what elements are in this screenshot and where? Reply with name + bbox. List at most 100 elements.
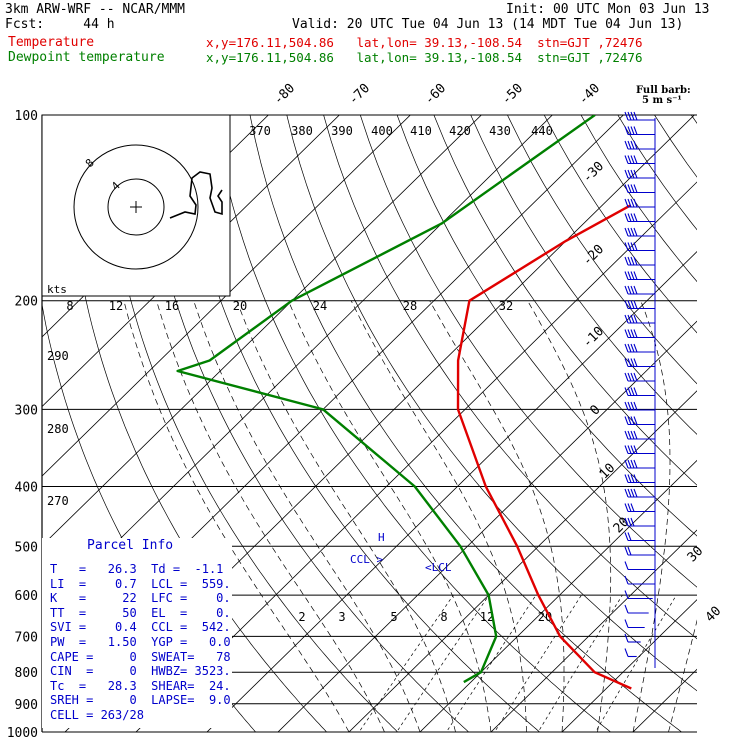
wind-barb-flag (627, 358, 632, 367)
wind-barb-flag (633, 242, 638, 251)
lcl-marker: <LCL (425, 561, 452, 574)
isotherm-label: 30 (685, 544, 707, 566)
parcel-info-row: Tc = 28.3 SHEAR= 24. (50, 678, 231, 693)
temperature-legend: Temperature (8, 35, 95, 50)
isotherm-label: -20 (580, 242, 607, 269)
wind-barb-flag (624, 401, 629, 411)
parcel-info-row: K = 22 LFC = 0. (50, 591, 231, 606)
wind-barb-flag (633, 155, 638, 164)
hodograph-ring (107, 178, 165, 236)
isotherm-label: 40 (703, 604, 725, 626)
wind-barb-flag (630, 343, 635, 353)
dewpoint-profile (176, 115, 596, 684)
mixing-ratio-label: 3 (338, 610, 345, 624)
isotherm-line (42, 115, 340, 408)
wind-barb-flag (633, 459, 638, 469)
isotherm-line (277, 320, 697, 732)
wind-barb-flag (630, 488, 635, 498)
wind-barb-flag (627, 169, 632, 179)
wind-barb-flag (624, 285, 629, 295)
isotherm-line (348, 390, 697, 732)
mixing-ratio-label: 5 (390, 610, 397, 624)
wind-barb-flag (633, 126, 638, 135)
dewpoint-location: x,y=176.11,504.86 lat,lon= 39.13,-108.54… (206, 50, 643, 65)
wind-barb-flag (633, 430, 638, 440)
wind-barb-flag (630, 300, 635, 309)
pressure-label: 100 (15, 109, 38, 124)
wind-barb-flag (633, 111, 638, 121)
theta-label: 440 (531, 124, 553, 138)
wind-barb-flag (630, 213, 635, 222)
parcel-info-panel: Parcel Info T = 26.3 Td = -1.1 LI = 0.7 L… (42, 538, 232, 728)
mixing-ratio-line (358, 594, 454, 732)
mixing-ratio-line (537, 594, 623, 732)
wind-barb-flag (627, 343, 632, 353)
wind-barb-flag (627, 227, 632, 237)
markers: CCL > <LCL H (350, 531, 452, 574)
hodograph-speed-label: 28 (403, 299, 417, 313)
parcel-info-row: SVI = 0.4 CCL = 542. (50, 620, 231, 635)
pressure-label: 800 (15, 666, 38, 681)
temperature-location: x,y=176.11,504.86 lat,lon= 39.13,-108.54… (206, 35, 643, 50)
parcel-info-row: T = 26.3 Td = -1.1 (50, 562, 224, 576)
wind-barb-flag (630, 126, 635, 135)
wind-barb-flag (624, 648, 629, 657)
wind-barb-flag (627, 111, 632, 121)
isotherm-line (691, 87, 740, 740)
wind-barb-flag (624, 256, 629, 266)
wind-barb-flag (624, 619, 629, 628)
dry-adiabat (470, 115, 697, 435)
pressure-label: 400 (15, 480, 38, 495)
mixing-ratio-label: 8 (440, 610, 447, 624)
hodograph-speed-label: 20 (233, 299, 247, 313)
wind-barb-flag (627, 271, 632, 280)
wind-barb-flag (627, 546, 632, 556)
pressure-label: 700 (15, 630, 38, 645)
wind-barb-flag (630, 198, 635, 208)
theta-label: 420 (449, 124, 471, 138)
wind-barb-flag (630, 445, 635, 454)
wind-barb-flag (630, 285, 635, 295)
wind-barb-flag (630, 184, 635, 193)
wind-barb-flag (630, 329, 635, 338)
wind-barb-flag (627, 285, 632, 295)
isotherm-label: -50 (499, 81, 526, 108)
wind-barb-flag (633, 358, 638, 367)
wind-barb-flag (633, 184, 638, 193)
parcel-info-title: Parcel Info (87, 538, 174, 553)
isotherm-label: -30 (580, 159, 607, 186)
wind-barb-flag (630, 401, 635, 411)
pressure-label: 600 (15, 589, 38, 604)
isotherm-line (42, 115, 553, 616)
hodograph-speed-label: 24 (313, 299, 327, 313)
isotherm-label: 0 (587, 402, 603, 418)
left-theta-label: 270 (47, 494, 69, 508)
wind-barb-flag (624, 169, 629, 179)
theta-label: 400 (371, 124, 393, 138)
dry-adiabat (139, 115, 470, 732)
wind-barb-flag (630, 503, 635, 512)
dry-adiabat (176, 115, 541, 732)
wind-barb-flag (624, 474, 629, 483)
wind-barb-flag (630, 387, 635, 396)
theta-label: 410 (410, 124, 432, 138)
valid-time: Valid: 20 UTC Tue 04 Jun 13 (14 MDT Tue … (292, 17, 684, 32)
parcel-info-row: CAPE = 0 SWEAT= 78 (50, 649, 231, 664)
temperature-profile (456, 204, 632, 690)
wind-barb-flag (627, 155, 632, 164)
wind-barb-flag (630, 416, 635, 425)
wind-barb-flag (627, 503, 632, 512)
wind-barb-flag (633, 372, 638, 382)
wind-barb-flag (630, 474, 635, 483)
wind-barb-flag (624, 575, 629, 585)
moist-adiabat (236, 300, 456, 732)
isotherm-line (490, 529, 697, 732)
theta-label: 380 (291, 124, 313, 138)
wind-barb-flag (633, 140, 638, 150)
wind-barb-flag (633, 198, 638, 208)
wind-barb-flag (633, 314, 638, 324)
moist-adiabat (668, 619, 697, 732)
wind-barb-flag (627, 445, 632, 454)
wind-barb-flag (624, 561, 629, 570)
